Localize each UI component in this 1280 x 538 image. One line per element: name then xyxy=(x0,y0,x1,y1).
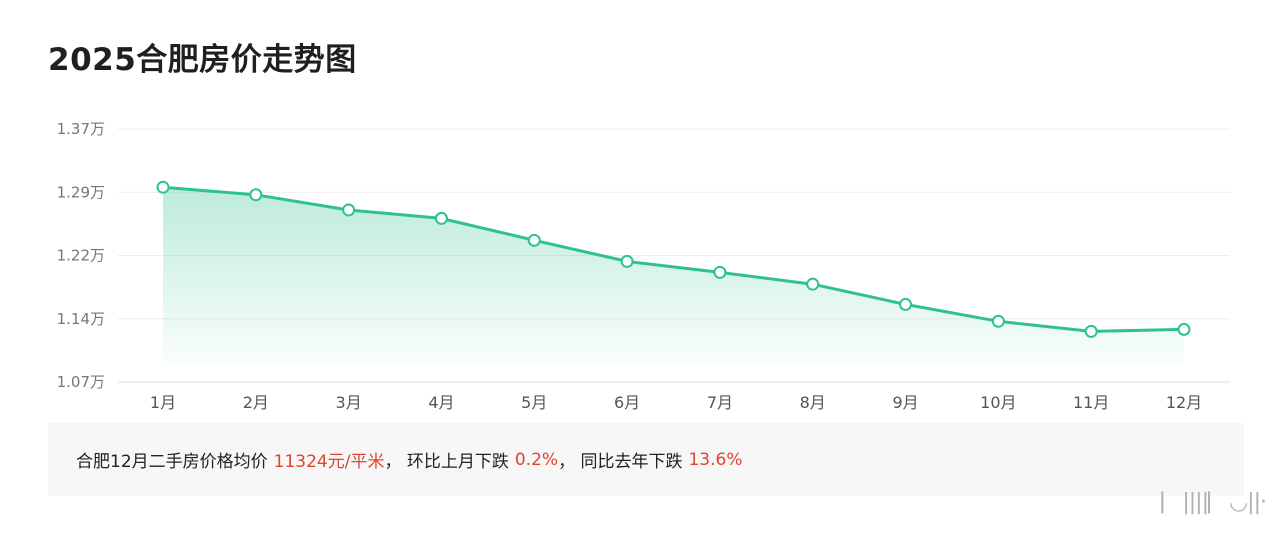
data-point[interactable] xyxy=(249,188,263,202)
data-point[interactable] xyxy=(1084,324,1098,338)
summary-bar: 合肥12月二手房价格均价 11324元/平米 ， 环比上月下跌 0.2% ， 同… xyxy=(48,423,1244,496)
y-tick-label: 1.07万 xyxy=(57,373,105,391)
price-trend-chart: 1.07万 1.14万 1.22万 1.29万 1.37万 1月 2月 3月 4月 5月 6月 7月… xyxy=(57,120,1230,412)
data-point[interactable] xyxy=(1177,322,1191,336)
data-points xyxy=(156,180,1191,338)
y-tick-label: 1.14万 xyxy=(57,310,105,328)
summary-mom: 0.2% xyxy=(514,449,559,470)
summary-text-3: ， 同比去年下跌 xyxy=(558,452,683,472)
y-tick-label: 1.29万 xyxy=(57,183,105,201)
x-tick-label: 9月 xyxy=(892,393,918,412)
x-tick-label: 4月 xyxy=(428,393,454,412)
summary-text-1: 合肥12月二手房价格均价 xyxy=(76,452,268,472)
x-tick-label: 10月 xyxy=(980,393,1016,412)
data-point[interactable] xyxy=(434,211,448,225)
y-tick-label: 1.37万 xyxy=(57,120,105,138)
x-tick-label: 1月 xyxy=(150,393,176,412)
data-point[interactable] xyxy=(991,314,1005,328)
y-axis: 1.07万 1.14万 1.22万 1.29万 1.37万 xyxy=(57,120,105,391)
page-title: 2025合肥房价走势图 xyxy=(48,42,357,78)
x-tick-label: 12月 xyxy=(1166,393,1202,412)
data-point[interactable] xyxy=(620,254,634,268)
summary-yoy: 13.6% xyxy=(688,449,743,470)
data-point[interactable] xyxy=(342,203,356,217)
x-tick-label: 7月 xyxy=(707,393,733,412)
x-tick-label: 11月 xyxy=(1073,393,1109,412)
summary-text-2: ， 环比上月下跌 xyxy=(384,452,509,472)
x-tick-label: 2月 xyxy=(243,393,269,412)
data-point[interactable] xyxy=(806,277,820,291)
data-point[interactable] xyxy=(156,180,170,194)
data-point[interactable] xyxy=(527,233,541,247)
x-axis: 1月 2月 3月 4月 5月 6月 7月 8月 9月 10月 11月 12月 xyxy=(150,393,1202,412)
watermark: ⎸||||⎸◡||· xyxy=(1161,490,1267,515)
y-tick-label: 1.22万 xyxy=(57,247,105,265)
summary-price: 11324元/平米 xyxy=(273,452,385,472)
data-point[interactable] xyxy=(713,265,727,279)
x-tick-label: 8月 xyxy=(800,393,826,412)
data-point[interactable] xyxy=(899,297,913,311)
price-line xyxy=(162,185,1185,333)
x-tick-label: 5月 xyxy=(521,393,547,412)
x-tick-label: 6月 xyxy=(614,393,640,412)
price-area xyxy=(163,187,1184,366)
x-tick-label: 3月 xyxy=(336,393,362,412)
